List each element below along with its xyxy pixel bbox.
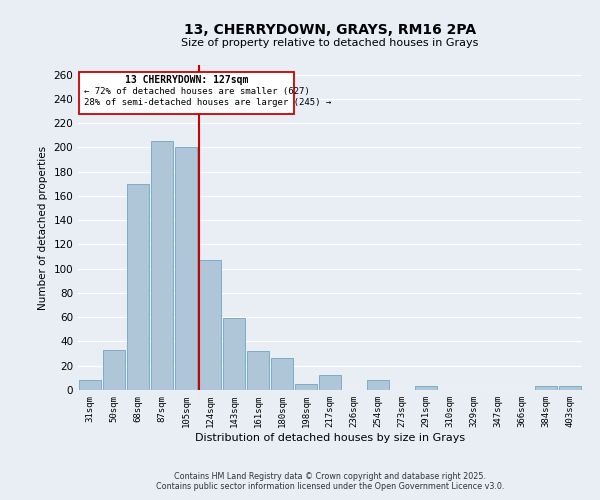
Bar xyxy=(559,386,581,390)
Bar xyxy=(319,376,341,390)
Bar xyxy=(127,184,149,390)
Bar xyxy=(415,386,437,390)
Bar xyxy=(271,358,293,390)
Bar xyxy=(103,350,125,390)
Text: 28% of semi-detached houses are larger (245) →: 28% of semi-detached houses are larger (… xyxy=(84,98,331,106)
Bar xyxy=(535,386,557,390)
Bar xyxy=(295,384,317,390)
Y-axis label: Number of detached properties: Number of detached properties xyxy=(38,146,48,310)
FancyBboxPatch shape xyxy=(79,72,294,114)
Text: Size of property relative to detached houses in Grays: Size of property relative to detached ho… xyxy=(181,38,479,48)
Text: Contains HM Land Registry data © Crown copyright and database right 2025.: Contains HM Land Registry data © Crown c… xyxy=(174,472,486,481)
Bar xyxy=(175,148,197,390)
Bar xyxy=(247,351,269,390)
Text: Contains public sector information licensed under the Open Government Licence v3: Contains public sector information licen… xyxy=(156,482,504,491)
Bar xyxy=(151,142,173,390)
Text: 13 CHERRYDOWN: 127sqm: 13 CHERRYDOWN: 127sqm xyxy=(125,74,248,85)
Bar xyxy=(199,260,221,390)
X-axis label: Distribution of detached houses by size in Grays: Distribution of detached houses by size … xyxy=(195,432,465,442)
Bar xyxy=(367,380,389,390)
Text: ← 72% of detached houses are smaller (627): ← 72% of detached houses are smaller (62… xyxy=(84,87,310,96)
Bar xyxy=(79,380,101,390)
Bar xyxy=(223,318,245,390)
Text: 13, CHERRYDOWN, GRAYS, RM16 2PA: 13, CHERRYDOWN, GRAYS, RM16 2PA xyxy=(184,22,476,36)
